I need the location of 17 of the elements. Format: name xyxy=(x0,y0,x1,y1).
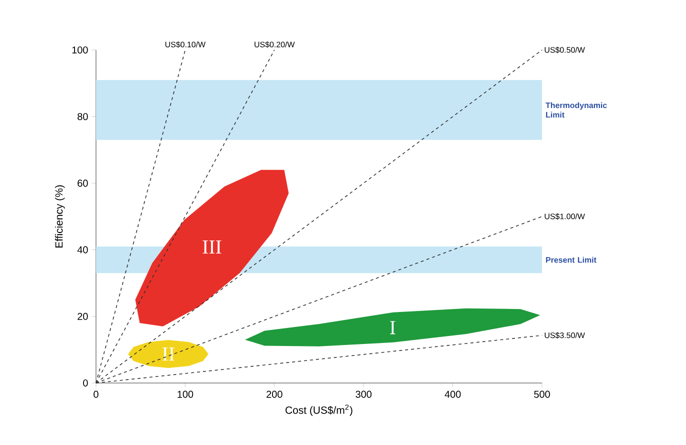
x-tick-label: 500 xyxy=(534,390,550,398)
y-tick-label: 80 xyxy=(78,113,88,120)
y-tick-label: 60 xyxy=(78,180,88,187)
x-tick-label: 400 xyxy=(444,390,461,398)
series-label: I xyxy=(390,321,396,334)
series-label: II xyxy=(162,348,174,361)
y-tick-label: 100 xyxy=(72,46,88,54)
x-tick-label: 0 xyxy=(94,390,98,398)
y-tick-label: 20 xyxy=(78,312,88,320)
y-axis-title: Efficiency (%) xyxy=(55,185,65,248)
y-tick-label: 40 xyxy=(77,246,88,254)
x-tick-label: 300 xyxy=(356,390,372,398)
x-tick-label: 200 xyxy=(266,390,282,398)
y-tick-label: 0 xyxy=(83,379,88,387)
x-tick-label: 100 xyxy=(178,390,194,398)
x-axis-title: Cost (US$/m$^{2}$) xyxy=(286,404,352,416)
series-label: III xyxy=(202,240,222,254)
